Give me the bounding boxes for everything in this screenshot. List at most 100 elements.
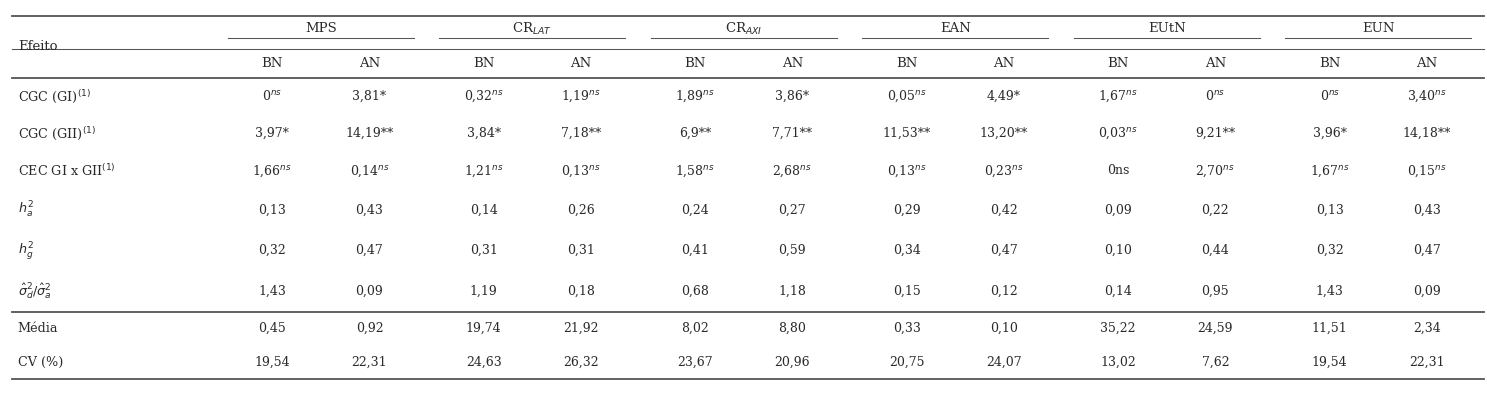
Text: 24,63: 24,63 (465, 356, 501, 369)
Text: 20,75: 20,75 (889, 356, 925, 369)
Text: 0,34: 0,34 (892, 244, 920, 257)
Text: 7,71**: 7,71** (772, 127, 812, 140)
Text: BN: BN (1319, 57, 1340, 70)
Text: 1,19: 1,19 (470, 285, 498, 298)
Text: 0,13: 0,13 (259, 203, 286, 216)
Text: 3,86*: 3,86* (775, 90, 809, 103)
Text: 0,47: 0,47 (355, 244, 384, 257)
Text: 23,67: 23,67 (678, 356, 712, 369)
Text: 0,14$^{ns}$: 0,14$^{ns}$ (349, 163, 390, 179)
Text: 8,80: 8,80 (779, 322, 806, 335)
Text: 35,22: 35,22 (1100, 322, 1136, 335)
Text: AN: AN (571, 57, 592, 70)
Text: 0,23$^{ns}$: 0,23$^{ns}$ (984, 163, 1025, 179)
Text: 7,62: 7,62 (1201, 356, 1230, 369)
Text: 20,96: 20,96 (775, 356, 810, 369)
Text: 0,42: 0,42 (990, 203, 1017, 216)
Text: 8,02: 8,02 (681, 322, 709, 335)
Text: 0,32: 0,32 (259, 244, 286, 257)
Text: EUtN: EUtN (1148, 23, 1185, 36)
Text: 2,68$^{ns}$: 2,68$^{ns}$ (772, 163, 812, 179)
Text: 0,43: 0,43 (1413, 203, 1441, 216)
Text: 0,32$^{ns}$: 0,32$^{ns}$ (464, 89, 504, 104)
Text: 4,49*: 4,49* (987, 90, 1022, 103)
Text: 3,84*: 3,84* (467, 127, 501, 140)
Text: 0,43: 0,43 (355, 203, 384, 216)
Text: 0,13$^{ns}$: 0,13$^{ns}$ (561, 163, 601, 179)
Text: 22,31: 22,31 (1410, 356, 1445, 369)
Text: BN: BN (897, 57, 917, 70)
Text: CR$_{AXI}$: CR$_{AXI}$ (726, 21, 763, 37)
Text: 1,19$^{ns}$: 1,19$^{ns}$ (561, 89, 601, 104)
Text: 0,22: 0,22 (1201, 203, 1230, 216)
Text: 0,10: 0,10 (990, 322, 1019, 335)
Text: 0ns: 0ns (1106, 164, 1129, 177)
Text: 9,21**: 9,21** (1196, 127, 1236, 140)
Text: 6,9**: 6,9** (680, 127, 711, 140)
Text: 0,24: 0,24 (681, 203, 709, 216)
Text: 0,27: 0,27 (779, 203, 806, 216)
Text: 21,92: 21,92 (564, 322, 599, 335)
Text: 24,59: 24,59 (1197, 322, 1233, 335)
Text: 0,15$^{ns}$: 0,15$^{ns}$ (1407, 163, 1447, 179)
Text: CV (%): CV (%) (18, 356, 64, 369)
Text: 2,70$^{ns}$: 2,70$^{ns}$ (1196, 163, 1236, 179)
Text: 0,12: 0,12 (990, 285, 1017, 298)
Text: 0,59: 0,59 (779, 244, 806, 257)
Text: 0$^{ns}$: 0$^{ns}$ (1206, 90, 1225, 103)
Text: 0,31: 0,31 (567, 244, 595, 257)
Text: 0,13: 0,13 (1316, 203, 1344, 216)
Text: 3,81*: 3,81* (352, 90, 387, 103)
Text: 0,44: 0,44 (1201, 244, 1230, 257)
Text: CGC (GI)$^{(1)}$: CGC (GI)$^{(1)}$ (18, 88, 91, 105)
Text: 0,32: 0,32 (1316, 244, 1344, 257)
Text: Efeito: Efeito (18, 40, 58, 53)
Text: 14,18**: 14,18** (1402, 127, 1451, 140)
Text: AN: AN (1416, 57, 1438, 70)
Text: 2,34: 2,34 (1413, 322, 1441, 335)
Text: 0,95: 0,95 (1201, 285, 1230, 298)
Text: $h^2_a$: $h^2_a$ (18, 200, 34, 220)
Text: 13,02: 13,02 (1100, 356, 1136, 369)
Text: 1,43: 1,43 (259, 285, 286, 298)
Text: 0,47: 0,47 (990, 244, 1017, 257)
Text: 7,18**: 7,18** (561, 127, 601, 140)
Text: 0,26: 0,26 (567, 203, 595, 216)
Text: $\hat{\sigma}^2_d/\hat{\sigma}^2_a$: $\hat{\sigma}^2_d/\hat{\sigma}^2_a$ (18, 282, 52, 301)
Text: Média: Média (18, 322, 58, 335)
Text: 19,74: 19,74 (465, 322, 501, 335)
Text: 1,58$^{ns}$: 1,58$^{ns}$ (675, 163, 715, 179)
Text: BN: BN (262, 57, 283, 70)
Text: 13,20**: 13,20** (980, 127, 1028, 140)
Text: 11,51: 11,51 (1312, 322, 1347, 335)
Text: 3,40$^{ns}$: 3,40$^{ns}$ (1407, 89, 1447, 104)
Text: EUN: EUN (1362, 23, 1395, 36)
Text: AN: AN (993, 57, 1014, 70)
Text: 0,09: 0,09 (355, 285, 384, 298)
Text: 22,31: 22,31 (351, 356, 387, 369)
Text: 11,53**: 11,53** (882, 127, 931, 140)
Text: 0$^{ns}$: 0$^{ns}$ (1319, 90, 1340, 103)
Text: 0,92: 0,92 (355, 322, 384, 335)
Text: 0$^{ns}$: 0$^{ns}$ (262, 90, 283, 103)
Text: 1,67$^{ns}$: 1,67$^{ns}$ (1099, 89, 1138, 104)
Text: 1,89$^{ns}$: 1,89$^{ns}$ (675, 89, 715, 104)
Text: AN: AN (782, 57, 803, 70)
Text: 0,15: 0,15 (892, 285, 920, 298)
Text: BN: BN (1108, 57, 1129, 70)
Text: EAN: EAN (940, 23, 971, 36)
Text: 0,29: 0,29 (892, 203, 920, 216)
Text: $h^2_g$: $h^2_g$ (18, 240, 34, 261)
Text: 0,45: 0,45 (259, 322, 286, 335)
Text: 0,05$^{ns}$: 0,05$^{ns}$ (886, 89, 926, 104)
Text: CEC GI x GII$^{(1)}$: CEC GI x GII$^{(1)}$ (18, 163, 116, 179)
Text: BN: BN (473, 57, 494, 70)
Text: 0,33: 0,33 (892, 322, 920, 335)
Text: 19,54: 19,54 (1312, 356, 1347, 369)
Text: 0,18: 0,18 (567, 285, 595, 298)
Text: 0,13$^{ns}$: 0,13$^{ns}$ (886, 163, 926, 179)
Text: 0,41: 0,41 (681, 244, 709, 257)
Text: BN: BN (684, 57, 706, 70)
Text: 0,09: 0,09 (1105, 203, 1132, 216)
Text: 0,31: 0,31 (470, 244, 498, 257)
